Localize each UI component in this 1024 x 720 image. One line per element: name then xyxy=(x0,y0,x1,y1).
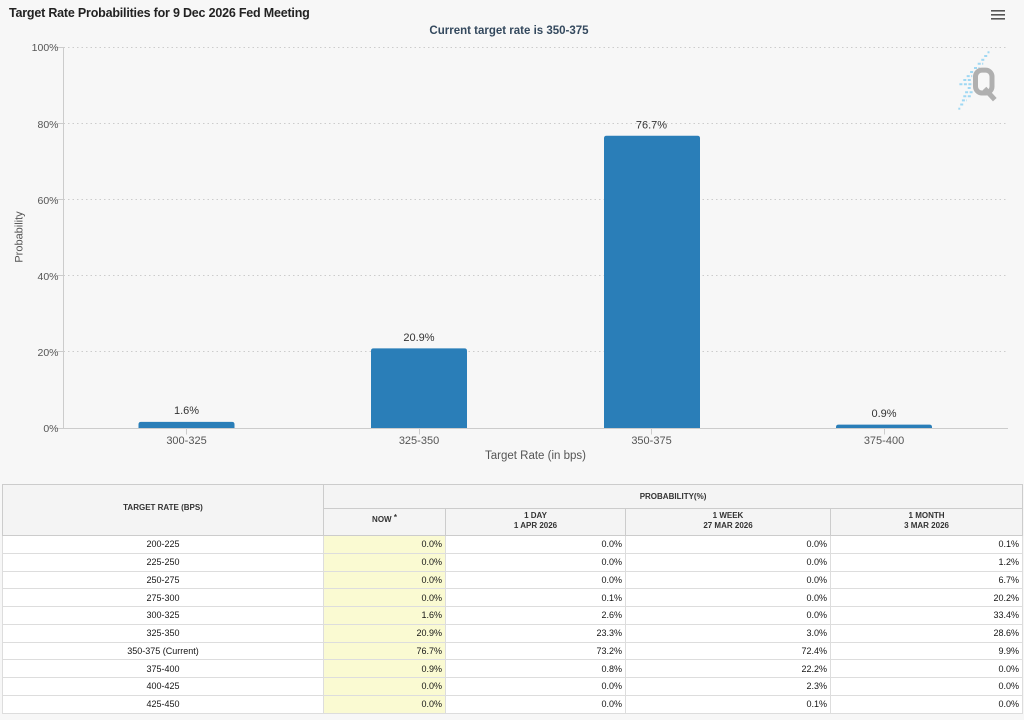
svg-text:20%: 20% xyxy=(37,347,58,359)
svg-text:80%: 80% xyxy=(37,119,58,131)
svg-text:40%: 40% xyxy=(37,271,58,283)
svg-text:375-400: 375-400 xyxy=(864,435,904,447)
svg-text:350-375: 350-375 xyxy=(631,435,671,447)
svg-text:0.9%: 0.9% xyxy=(871,408,896,420)
svg-text:60%: 60% xyxy=(37,195,58,207)
svg-text:Probability: Probability xyxy=(14,211,26,263)
svg-text:20.9%: 20.9% xyxy=(403,332,434,344)
svg-text:300-325: 300-325 xyxy=(166,435,206,447)
svg-text:325-350: 325-350 xyxy=(399,435,439,447)
svg-text:0%: 0% xyxy=(43,423,58,435)
svg-text:76.7%: 76.7% xyxy=(636,120,667,132)
svg-text:100%: 100% xyxy=(32,42,59,54)
svg-text:1.6%: 1.6% xyxy=(174,405,199,417)
svg-text:Target Rate (in bps): Target Rate (in bps) xyxy=(485,450,586,462)
